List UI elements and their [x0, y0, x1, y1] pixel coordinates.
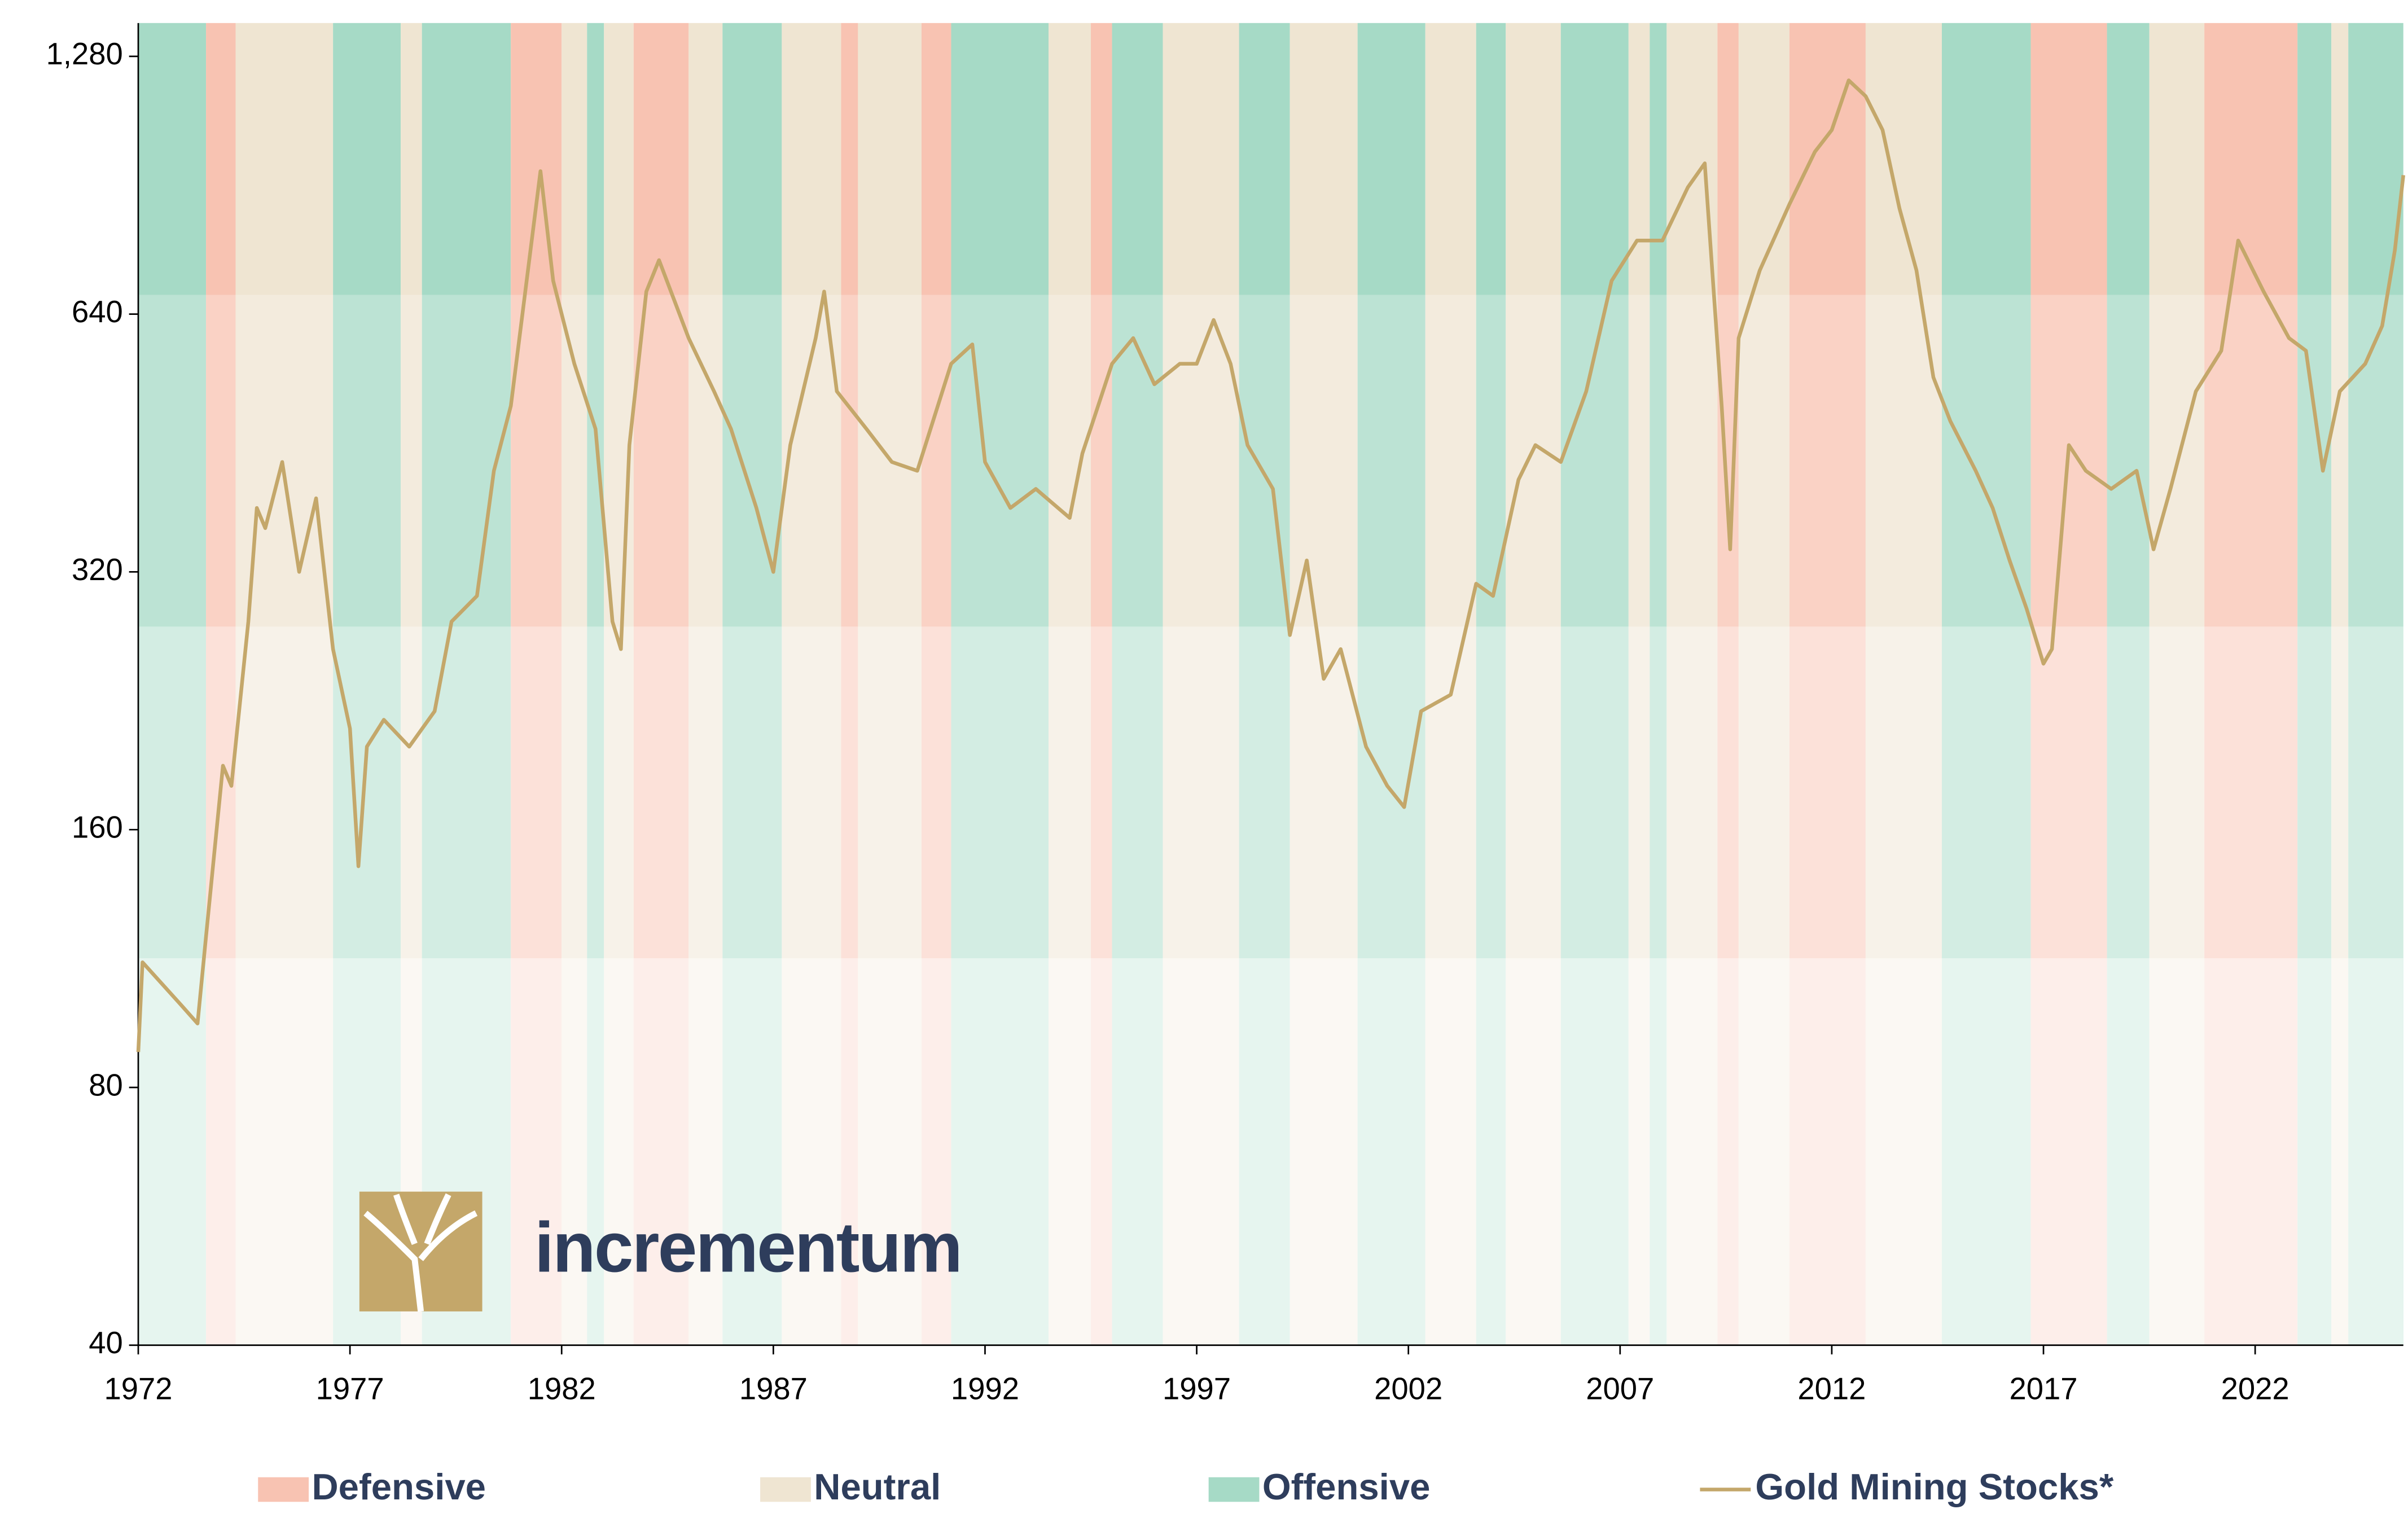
- logo-text: incrementum: [534, 1208, 961, 1287]
- y-tick-label: 40: [89, 1326, 123, 1360]
- series-line: [136, 78, 2405, 1052]
- x-tick-label: 2022: [2221, 1372, 2289, 1406]
- y-tick-label: 80: [89, 1068, 123, 1102]
- legend: Defensive Neutral Offensive Gold Mining Sto…: [258, 1466, 2114, 1507]
- logo: incrementum: [359, 1191, 963, 1312]
- fade: [138, 626, 2403, 959]
- legend-swatch: [760, 1477, 811, 1502]
- x-tick-label: 1982: [528, 1372, 596, 1406]
- x-tick-label: 1987: [739, 1372, 808, 1406]
- x-tick-label: 1992: [951, 1372, 1019, 1406]
- x-tick-label: 1977: [316, 1372, 384, 1406]
- x-tick-label: 1997: [1163, 1372, 1231, 1406]
- y-tick-label: 320: [72, 552, 123, 587]
- y-tick-label: 1,280: [46, 37, 123, 71]
- y-tick-label: 640: [72, 295, 123, 329]
- fade-overlay: [138, 295, 2403, 1345]
- legend-swatch: [1208, 1477, 1260, 1502]
- x-tick-label: 2012: [1797, 1372, 1866, 1406]
- axes: 40 80 160 320 640 1,280 1972 1977 1982 1987 1992 19…: [46, 23, 2403, 1406]
- legend-label: Neutral: [814, 1466, 941, 1507]
- x-tick-label: 1972: [104, 1372, 172, 1406]
- x-tick-label: 2007: [1586, 1372, 1654, 1406]
- x-tick-label: 2002: [1374, 1372, 1442, 1406]
- legend-label: Offensive: [1262, 1466, 1431, 1507]
- fade: [138, 295, 2403, 627]
- legend-swatch: [258, 1477, 309, 1502]
- y-tick-label: 160: [72, 810, 123, 845]
- legend-label: Defensive: [312, 1466, 486, 1507]
- fade: [138, 958, 2403, 1345]
- logo-tree: [363, 1193, 478, 1312]
- legend-label: Gold Mining Stocks*: [1755, 1466, 2113, 1507]
- x-tick-label: 2017: [2010, 1372, 2078, 1406]
